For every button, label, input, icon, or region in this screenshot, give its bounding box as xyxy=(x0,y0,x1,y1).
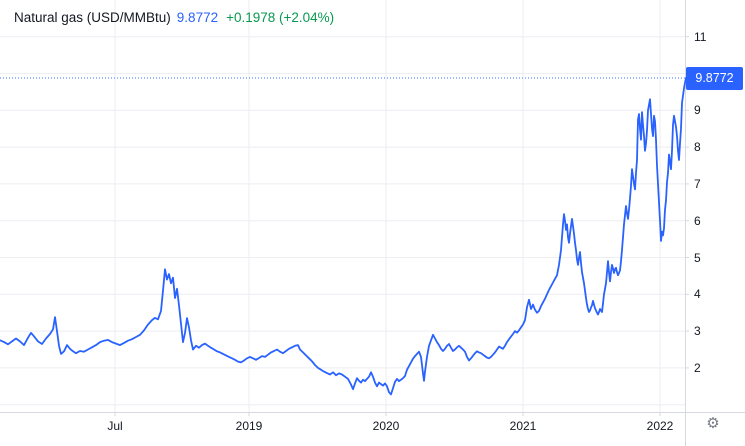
last-price-label[interactable]: 9.8772 xyxy=(686,67,743,91)
time-axis-label: 2019 xyxy=(235,419,263,433)
time-axis-label: 2022 xyxy=(646,419,674,433)
price-axis-label: 5 xyxy=(694,250,701,265)
gear-icon: ⚙ xyxy=(706,415,720,432)
price-axis-label: 8 xyxy=(694,140,701,155)
time-axis-label: Jul xyxy=(107,419,123,433)
time-axis-label: 2021 xyxy=(509,419,537,433)
price-line-series xyxy=(0,77,687,396)
symbol-title: Natural gas (USD/MMBtu) xyxy=(14,10,171,25)
chart-legend: Natural gas (USD/MMBtu) 9.8772 +0.1978 (+2… xyxy=(14,9,334,27)
price-change-value: +0.1978 (+2.04%) xyxy=(226,10,335,25)
price-axis-label: 4 xyxy=(694,287,701,302)
time-axis-label: 2020 xyxy=(372,419,400,433)
last-price-value: 9.8772 xyxy=(176,10,219,25)
price-axis-label: 11 xyxy=(694,29,707,44)
price-axis-label: 2 xyxy=(694,360,701,375)
price-axis-label: 6 xyxy=(694,213,701,228)
settings-gear-button[interactable]: ⚙ xyxy=(703,414,723,434)
price-axis-label: 7 xyxy=(694,176,701,191)
price-axis-label: 9 xyxy=(694,103,701,118)
price-axis-label: 3 xyxy=(694,324,701,339)
